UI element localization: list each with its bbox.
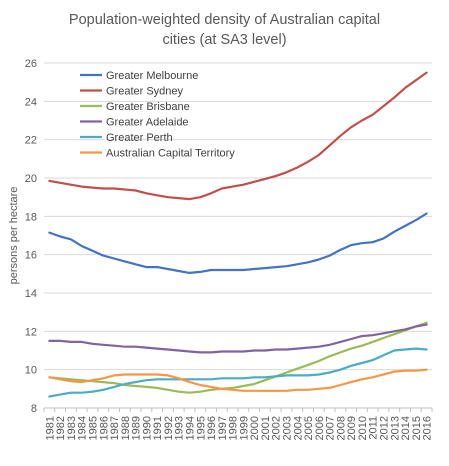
series-line-5 bbox=[48, 368, 428, 392]
x-tick-label: 1985 bbox=[88, 416, 100, 440]
x-tick-label: 1999 bbox=[238, 416, 250, 440]
y-axis-title: persons per hectare bbox=[8, 187, 20, 285]
y-tick-label: 24 bbox=[25, 96, 37, 108]
x-tick-label: 1998 bbox=[228, 416, 240, 440]
x-tick-label: 1990 bbox=[141, 416, 153, 440]
y-tick-labels: 8 10 12 14 16 18 20 22 24 26 bbox=[25, 58, 37, 415]
x-tick-label: 2007 bbox=[325, 416, 337, 440]
y-tick-label: 20 bbox=[25, 173, 37, 185]
x-tick-label: 2013 bbox=[389, 416, 401, 440]
x-tick-label: 1983 bbox=[66, 416, 78, 440]
x-tick-label: 2002 bbox=[271, 416, 283, 440]
y-tick-label: 14 bbox=[25, 288, 37, 300]
x-tick-label: 2015 bbox=[411, 416, 423, 440]
y-tick-label: 22 bbox=[25, 135, 37, 147]
legend-label: Greater Melbourne bbox=[106, 70, 198, 82]
x-tick-label: 2000 bbox=[249, 416, 261, 440]
legend-label: Greater Sydney bbox=[106, 86, 184, 98]
x-tick-label: 2004 bbox=[292, 416, 304, 440]
legend-label: Greater Brisbane bbox=[106, 101, 190, 113]
x-tick-label: 2003 bbox=[282, 416, 294, 440]
legend: Greater Melbourne Greater Sydney Greater B… bbox=[80, 70, 235, 160]
x-tick-label: 2010 bbox=[357, 416, 369, 440]
legend-label: Australian Capital Territory bbox=[106, 148, 235, 160]
chart-title-line-2: cities (at SA3 level) bbox=[162, 32, 286, 48]
x-tick-label: 1988 bbox=[120, 416, 132, 440]
legend-label: Greater Perth bbox=[106, 132, 173, 144]
x-tick-label: 1986 bbox=[98, 416, 110, 440]
x-tick-label: 2001 bbox=[260, 416, 272, 440]
y-tick-label: 18 bbox=[25, 211, 37, 223]
series-line-0 bbox=[48, 212, 428, 274]
legend-label: Greater Adelaide bbox=[106, 117, 189, 129]
y-tick-label: 12 bbox=[25, 326, 37, 338]
x-tick-label: 1981 bbox=[44, 416, 56, 440]
x-tick-label: 2006 bbox=[314, 416, 326, 440]
y-tick-label: 16 bbox=[25, 250, 37, 262]
x-tick-label: 1994 bbox=[185, 416, 197, 440]
x-tick-label: 2005 bbox=[303, 416, 315, 440]
x-tick-label: 1992 bbox=[163, 416, 175, 440]
x-tick-label: 1982 bbox=[55, 416, 67, 440]
x-tick-label: 2008 bbox=[335, 416, 347, 440]
x-tick-label: 1991 bbox=[152, 416, 164, 440]
series-line-4 bbox=[48, 347, 428, 398]
x-tick-label: 1987 bbox=[109, 416, 121, 440]
y-tick-label: 26 bbox=[25, 58, 37, 70]
grid-lines bbox=[44, 62, 432, 371]
x-tick-label: 1995 bbox=[195, 416, 207, 440]
series-line-2 bbox=[48, 321, 428, 394]
data-series bbox=[48, 71, 428, 398]
chart-title-line-1: Population-weighted density of Australia… bbox=[69, 12, 380, 28]
series-line-3 bbox=[48, 323, 428, 354]
y-tick-label: 8 bbox=[31, 403, 37, 415]
x-tick-label: 1996 bbox=[206, 416, 218, 440]
series-line-1 bbox=[48, 71, 428, 201]
x-tick-label: 2009 bbox=[346, 416, 358, 440]
y-tick-label: 10 bbox=[25, 365, 37, 377]
x-tick-labels: 1981198219831984198519861987198819891990… bbox=[44, 416, 433, 440]
x-tick-label: 1984 bbox=[77, 416, 89, 440]
x-tick-label: 1993 bbox=[174, 416, 186, 440]
axes bbox=[43, 407, 433, 412]
x-tick-label: 1989 bbox=[131, 416, 143, 440]
x-tick-label: 2012 bbox=[379, 416, 391, 440]
x-tick-label: 1997 bbox=[217, 416, 229, 440]
x-tick-label: 2011 bbox=[368, 416, 380, 440]
x-tick-label: 2014 bbox=[400, 416, 412, 440]
x-tick-label: 2016 bbox=[422, 416, 434, 440]
